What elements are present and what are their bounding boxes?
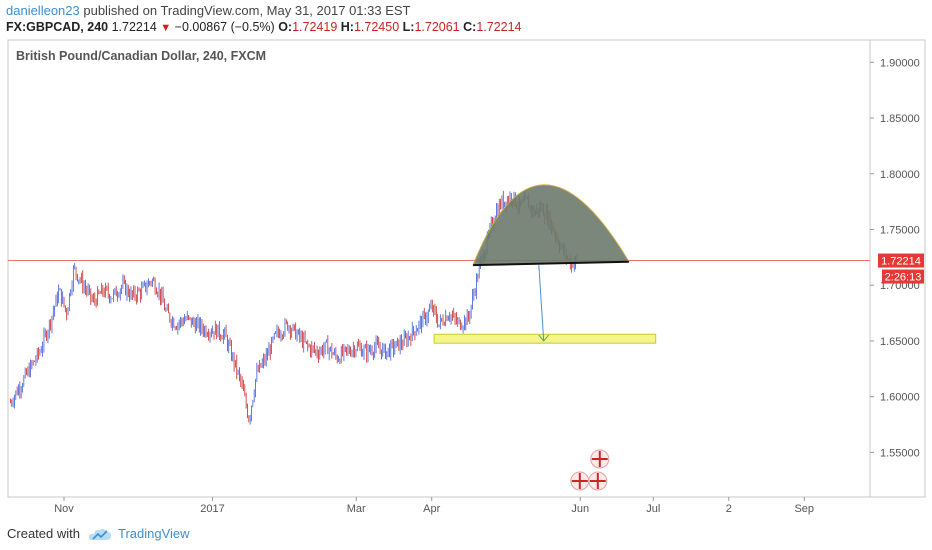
- y-tick-label: 1.85000: [880, 113, 920, 125]
- target-arrow: [538, 265, 545, 341]
- open-value: 1.72419: [292, 20, 338, 34]
- close-value: 1.72214: [476, 20, 522, 34]
- symbol-label: FX:GBPCAD, 240: [6, 20, 109, 34]
- last-price: 1.72214: [111, 20, 157, 34]
- neckline: [473, 260, 629, 267]
- chart-title: British Pound/Canadian Dollar, 240, FXCM: [16, 49, 266, 63]
- x-tick-label: 2: [726, 503, 732, 515]
- change-down-icon: ▼: [160, 22, 172, 34]
- publish-info: published on TradingView.com, May 31, 20…: [83, 3, 411, 18]
- low-label: L:: [402, 20, 415, 34]
- x-tick-label: Nov: [54, 503, 74, 515]
- y-tick-label: 1.60000: [880, 392, 920, 404]
- price-label: 1.72214: [881, 256, 921, 268]
- countdown-label: 2:26:13: [885, 272, 922, 284]
- created-with-label: Created with: [7, 526, 80, 541]
- chart-area[interactable]: British Pound/Canadian Dollar, 240, FXCM…: [6, 39, 926, 518]
- price-chart[interactable]: British Pound/Canadian Dollar, 240, FXCM…: [6, 39, 926, 518]
- open-label: O:: [278, 20, 293, 34]
- uk-flag-cross: [591, 451, 608, 467]
- high-value: 1.72450: [353, 20, 400, 34]
- uk-flag-cross: [589, 473, 606, 489]
- x-tick-label: Jul: [646, 503, 660, 515]
- footer: Created with TradingView: [0, 518, 932, 550]
- chart-frame: [7, 39, 926, 498]
- publish-line: danielleon23 published on TradingView.co…: [6, 3, 411, 18]
- countdown-box: [882, 269, 924, 284]
- x-tick-label: 2017: [200, 503, 224, 515]
- tradingview-brand-link[interactable]: TradingView: [118, 526, 190, 541]
- uk-flag-cross: [571, 473, 588, 489]
- x-tick-label: Mar: [347, 503, 366, 515]
- price-change: −0.00867 (−0.5%): [174, 20, 275, 34]
- price-label-box: [878, 253, 924, 268]
- y-tick-label: 1.80000: [880, 169, 920, 181]
- y-tick-label: 1.90000: [880, 57, 920, 69]
- close-label: C:: [463, 20, 477, 34]
- x-tick-label: Jun: [571, 503, 589, 515]
- y-tick-label: 1.75000: [880, 224, 920, 236]
- rounding-top-dome: [472, 184, 630, 266]
- high-label: H:: [340, 20, 354, 34]
- x-tick-label: Apr: [423, 503, 440, 515]
- quote-line: FX:GBPCAD, 240 1.72214 ▼ −0.00867 (−0.5%…: [6, 20, 522, 34]
- x-tick-label: Sep: [794, 503, 814, 515]
- y-tick-label: 1.65000: [880, 336, 920, 348]
- tradingview-cloud-icon: [88, 528, 112, 540]
- y-tick-label: 1.55000: [880, 447, 920, 459]
- low-value: 1.72061: [414, 20, 460, 34]
- author-username[interactable]: danielleon23: [6, 3, 80, 18]
- target-arrow-head: [538, 334, 550, 342]
